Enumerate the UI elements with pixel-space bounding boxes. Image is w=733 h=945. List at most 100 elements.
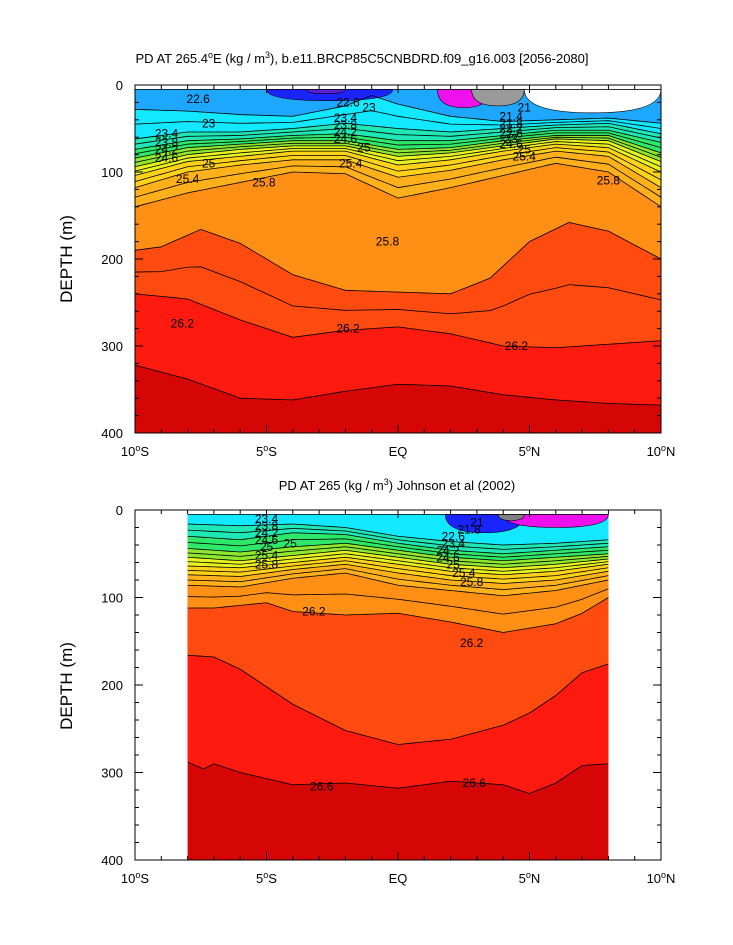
isoline xyxy=(187,654,609,745)
x-tick-label: 5oN xyxy=(519,870,541,886)
y-tick-label: 400 xyxy=(101,853,123,868)
contour-label: 22.6 xyxy=(186,92,210,106)
contour-label: 23.4 xyxy=(442,536,466,550)
x-tick-label: 5oS xyxy=(256,870,277,886)
contour-line xyxy=(187,560,609,580)
isoline xyxy=(187,542,609,562)
contour-label: 25.8 xyxy=(376,235,400,249)
contour-label: 25.8 xyxy=(460,575,484,589)
contour-label: 25 xyxy=(283,536,297,550)
contour-label: 21.4 xyxy=(499,109,523,123)
contour-label: 24.6 xyxy=(155,151,179,165)
x-tick-label: 5oN xyxy=(519,443,541,459)
contour-label: 21 xyxy=(470,515,484,529)
x-tick-label: 5oS xyxy=(256,443,277,459)
isoline xyxy=(135,162,661,208)
surface-feature-blue-pool xyxy=(266,89,394,101)
contour-label: 24.6 xyxy=(499,137,523,151)
contour-label: 25.4 xyxy=(339,156,363,170)
isoline xyxy=(187,556,609,576)
isoline xyxy=(135,135,661,159)
contour-label: 23.8 xyxy=(334,118,358,132)
panel-bottom: PD AT 265 (kg / m3) Johnson et al (2002)… xyxy=(57,477,675,886)
contour-label: 22.2 xyxy=(499,122,523,136)
contour-label: 24.2 xyxy=(155,142,179,156)
x-tick-label: EQ xyxy=(389,871,408,886)
panel-bottom-title: PD AT 265 (kg / m3) Johnson et al (2002) xyxy=(279,477,516,493)
y-tick-label: 300 xyxy=(101,766,123,781)
contour-label: 25.8 xyxy=(255,557,279,571)
contour-line xyxy=(187,568,609,591)
contour-line xyxy=(135,110,661,129)
contour-line xyxy=(187,546,609,565)
panel-top-title: PD AT 265.4oE (kg / m3), b.e11.BRCP85C5C… xyxy=(135,50,588,66)
contour-line xyxy=(187,527,609,550)
isoline xyxy=(135,95,661,124)
contour-label: 26.2 xyxy=(171,316,195,330)
isoline xyxy=(135,293,661,349)
contour-line xyxy=(135,132,661,155)
y-tick-label: 0 xyxy=(116,503,123,518)
contour-label: 26.2 xyxy=(505,339,529,353)
panel-bottom-axes: 10oS 5oS EQ 5oN 10oN 0 100 200 300 400 xyxy=(101,503,675,886)
contour-line xyxy=(187,553,609,572)
isoline xyxy=(135,122,661,140)
isoline xyxy=(187,761,609,794)
y-tick-label: 100 xyxy=(101,591,123,606)
isoline xyxy=(135,222,661,295)
x-tick-label: EQ xyxy=(389,444,408,459)
contour-label: 22.6 xyxy=(442,529,466,543)
contour-label: 21 xyxy=(518,101,532,115)
contour-label: 25 xyxy=(202,156,216,170)
contour-label: 24.6 xyxy=(334,132,358,146)
panel-top-ylabel: DEPTH (m) xyxy=(57,215,76,303)
contour-label: 23.8 xyxy=(255,519,279,533)
x-tick-label: 10oS xyxy=(121,443,149,459)
contour-label: 25 xyxy=(260,540,274,554)
contour-label: 25.8 xyxy=(252,175,276,189)
y-tick-label: 300 xyxy=(101,339,123,354)
isoline xyxy=(187,523,609,546)
surface-feature-grey-cap xyxy=(497,514,525,521)
y-tick-label: 0 xyxy=(116,78,123,93)
contour-label: 23.4 xyxy=(255,512,279,526)
contour-label: 25.4 xyxy=(176,172,200,186)
isoline xyxy=(187,549,609,569)
contour-line xyxy=(187,538,609,558)
contour-line xyxy=(135,266,661,315)
contour-label: 25 xyxy=(357,141,371,155)
isoline xyxy=(187,597,609,633)
isoline xyxy=(187,532,609,555)
contour-line xyxy=(187,588,609,615)
panel-bottom-ylabel: DEPTH (m) xyxy=(57,642,76,730)
panel-top-axes: 10oS 5oS EQ 5oN 10oN 0 100 200 300 400 xyxy=(101,78,675,459)
panel-bottom-fill xyxy=(187,514,609,860)
x-tick-label: 10oS xyxy=(121,870,149,886)
contour-label: 26.2 xyxy=(460,636,484,650)
contour-label: 25.4 xyxy=(513,149,537,163)
isoline xyxy=(135,364,661,406)
contour-label: 25.4 xyxy=(255,549,279,563)
x-tick-label: 10oN xyxy=(647,443,676,459)
contour-label: 24.6 xyxy=(436,550,460,564)
contour-label: 21.8 xyxy=(499,116,523,130)
contour-line xyxy=(135,147,661,182)
panel-top: PD AT 265.4oE (kg / m3), b.e11.BRCP85C5C… xyxy=(57,50,675,459)
contour-label: 23.8 xyxy=(155,135,179,149)
contour-label: 23 xyxy=(362,101,376,115)
y-tick-label: 200 xyxy=(101,252,123,267)
y-tick-label: 200 xyxy=(101,678,123,693)
x-tick-label: 10oN xyxy=(647,870,676,886)
y-tick-label: 100 xyxy=(101,165,123,180)
panel-bottom-contours xyxy=(187,513,609,794)
contour-label: 23 xyxy=(504,132,518,146)
contour-label: 21.8 xyxy=(457,522,481,536)
contour-label: 23 xyxy=(202,116,216,130)
isoline xyxy=(187,572,609,597)
contour-label: 26.6 xyxy=(463,776,487,790)
isoline xyxy=(135,129,661,150)
contour-label: 23.4 xyxy=(155,127,179,141)
contour-line xyxy=(135,141,661,172)
contour-label: 22.6 xyxy=(336,95,360,109)
